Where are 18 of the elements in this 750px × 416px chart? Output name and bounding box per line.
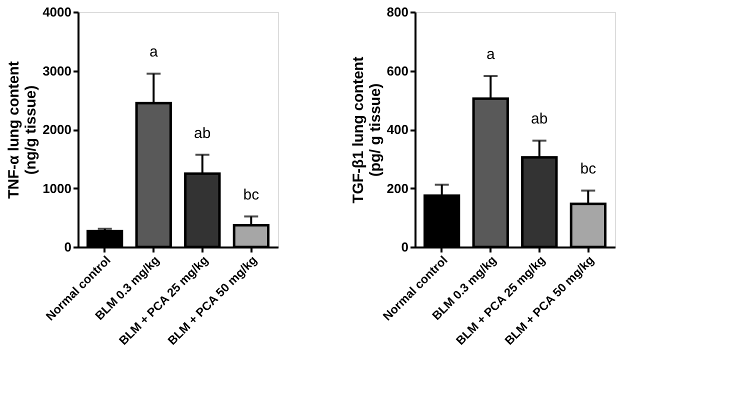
y-tick-label: 400 (386, 122, 408, 137)
annotation: bc (243, 186, 260, 204)
annotation: bc (580, 160, 597, 178)
y-axis-title: TNF-α lung content (ng/g tissue) (6, 61, 40, 199)
y-tick-label: 3000 (42, 63, 72, 78)
annotation: ab (531, 110, 548, 128)
y-tick-label: 0 (64, 240, 72, 254)
y-tick-label: 0 (401, 240, 408, 254)
y-tick-label: 2000 (42, 122, 72, 137)
y-tick-label: 600 (386, 63, 408, 78)
annotation: a (149, 44, 158, 61)
y-tick-label: 4000 (42, 4, 72, 20)
y-axis-title: TGF-β1 lung content (pg/ g tissue) (350, 56, 384, 204)
y-tick-label: 800 (386, 4, 408, 20)
y-tick-label: 200 (386, 180, 408, 196)
annotation: a (486, 46, 496, 64)
annotation: ab (194, 124, 211, 142)
y-tick-label: 1000 (42, 180, 72, 196)
